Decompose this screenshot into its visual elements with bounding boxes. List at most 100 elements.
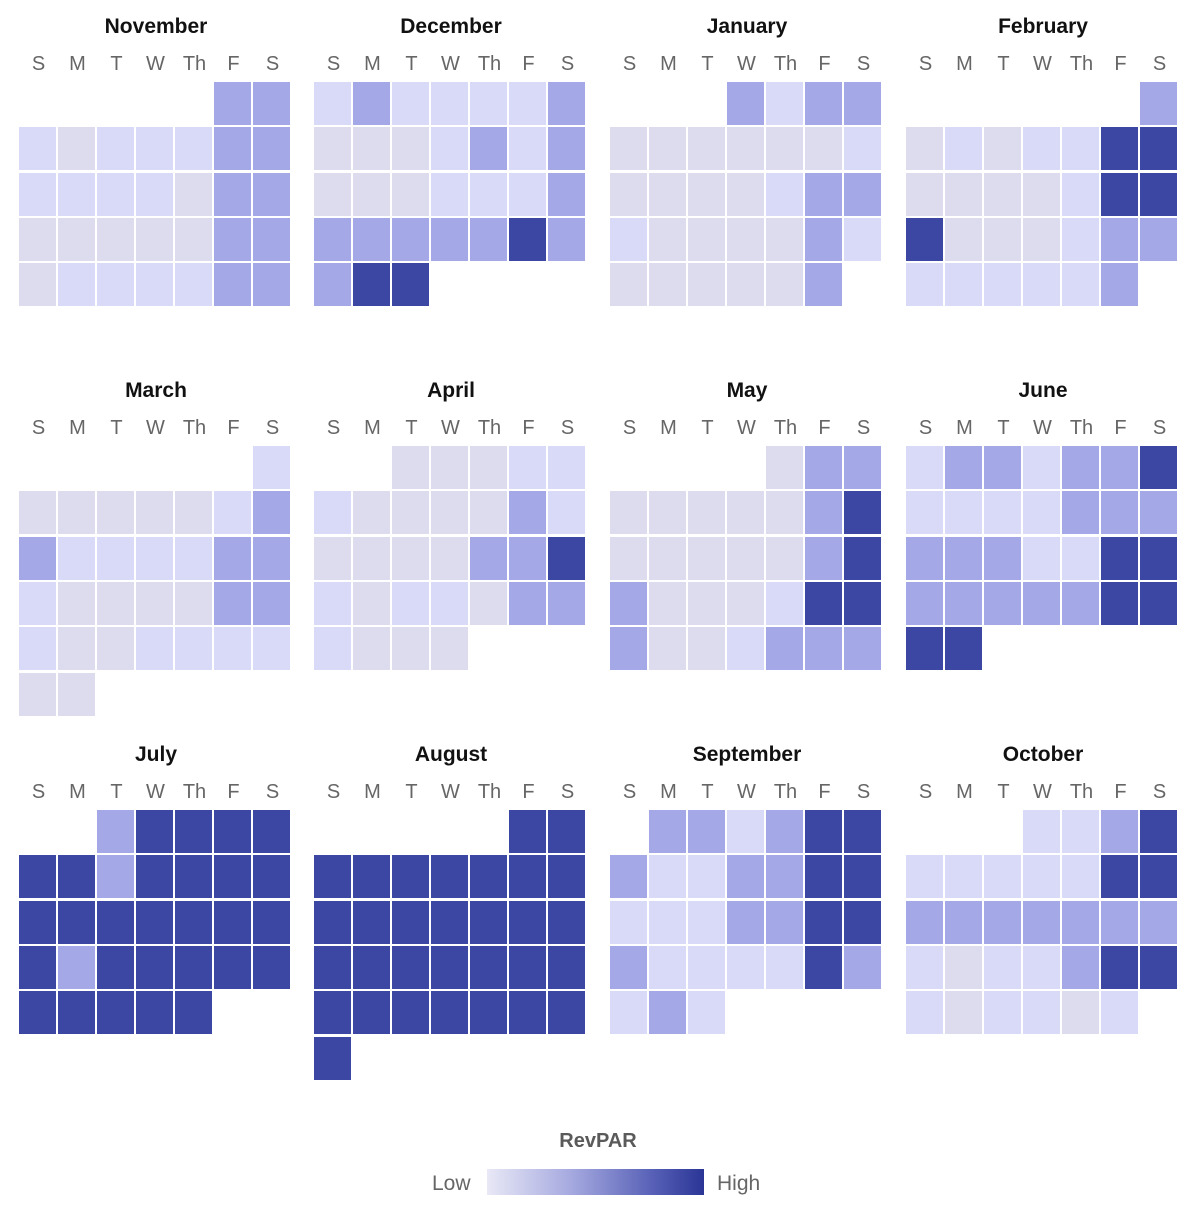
day-cell-december-15 xyxy=(314,172,351,216)
day-cell-june-2 xyxy=(945,446,982,489)
day-cell-april-3 xyxy=(470,446,507,489)
weekday-label: Th xyxy=(477,417,502,439)
day-cell-august-22 xyxy=(509,945,546,989)
day-cell-november-22 xyxy=(214,217,251,261)
weekday-label: S xyxy=(622,417,637,439)
day-cell-october-22 xyxy=(1023,945,1060,989)
day-cell-july-5 xyxy=(253,810,290,853)
day-cell-january-17 xyxy=(805,172,842,216)
day-cell-june-19 xyxy=(1062,536,1099,580)
day-cell-january-18 xyxy=(844,172,881,216)
day-cell-september-9 xyxy=(688,855,725,899)
day-cell-october-10 xyxy=(1101,855,1138,899)
day-cell-september-24 xyxy=(727,945,764,989)
day-cell-january-29 xyxy=(727,263,764,307)
legend-high-label: High xyxy=(717,1172,761,1195)
weekday-label: Th xyxy=(773,53,798,75)
day-cell-november-21 xyxy=(175,217,212,261)
day-cell-july-30 xyxy=(136,991,173,1035)
day-cell-june-22 xyxy=(906,581,943,625)
day-cell-december-31 xyxy=(392,263,429,307)
day-cell-september-12 xyxy=(805,855,842,899)
weekday-label: W xyxy=(441,53,460,75)
day-cell-january-21 xyxy=(688,217,725,261)
month-title: March xyxy=(125,379,187,402)
day-cell-february-10 xyxy=(945,172,982,216)
day-cell-october-8 xyxy=(1023,855,1060,899)
day-cell-april-16 xyxy=(431,536,468,580)
weekday-label: F xyxy=(818,417,831,439)
day-cell-february-20 xyxy=(1062,217,1099,261)
day-cell-march-12 xyxy=(136,536,173,580)
day-cell-march-11 xyxy=(97,536,134,580)
month-january: January S M T W Th F S xyxy=(610,14,884,354)
day-cell-april-11 xyxy=(509,491,546,535)
day-cell-november-9 xyxy=(253,127,290,171)
day-cell-november-17 xyxy=(19,217,56,261)
day-cell-june-8 xyxy=(906,491,943,535)
day-cell-february-3 xyxy=(945,127,982,171)
day-cell-july-3 xyxy=(175,810,212,853)
day-cell-february-11 xyxy=(984,172,1021,216)
month-title: July xyxy=(134,743,178,766)
day-cell-december-18 xyxy=(431,172,468,216)
day-cell-march-16 xyxy=(19,581,56,625)
day-cell-september-19 xyxy=(805,900,842,944)
weekday-label: M xyxy=(69,53,86,75)
day-cell-january-2 xyxy=(766,82,803,125)
day-cell-december-14 xyxy=(548,127,585,171)
day-cell-may-31 xyxy=(844,627,881,671)
day-cell-may-16 xyxy=(805,536,842,580)
day-cell-february-27 xyxy=(1062,263,1099,307)
weekday-label: S xyxy=(622,781,637,803)
day-cell-june-9 xyxy=(945,491,982,535)
month-february: February S M T W Th F S xyxy=(906,14,1180,354)
weekday-label: T xyxy=(701,53,714,75)
day-cell-june-16 xyxy=(945,536,982,580)
month-title: October xyxy=(1002,743,1084,766)
day-cell-august-18 xyxy=(353,945,390,989)
day-cell-february-13 xyxy=(1062,172,1099,216)
day-cell-may-30 xyxy=(805,627,842,671)
month-title: April xyxy=(427,379,475,402)
day-cell-april-26 xyxy=(548,581,585,625)
day-cell-february-15 xyxy=(1140,172,1177,216)
day-cell-march-10 xyxy=(58,536,95,580)
day-cell-october-29 xyxy=(1023,991,1060,1035)
day-cell-september-28 xyxy=(610,991,647,1035)
day-cell-july-12 xyxy=(253,855,290,899)
day-cell-december-27 xyxy=(509,217,546,261)
day-cell-may-8 xyxy=(766,491,803,535)
day-cell-may-23 xyxy=(805,581,842,625)
day-cell-june-5 xyxy=(1062,446,1099,489)
weekday-label: S xyxy=(326,781,341,803)
day-cell-march-17 xyxy=(58,581,95,625)
weekday-label: M xyxy=(69,781,86,803)
weekday-label: F xyxy=(818,53,831,75)
day-cell-april-20 xyxy=(314,581,351,625)
weekday-label: M xyxy=(364,53,381,75)
day-cell-march-25 xyxy=(97,627,134,671)
day-cell-january-20 xyxy=(649,217,686,261)
day-cell-july-25 xyxy=(214,945,251,989)
day-cell-january-8 xyxy=(727,127,764,171)
day-cell-march-23 xyxy=(19,627,56,671)
day-cell-june-1 xyxy=(906,446,943,489)
day-cell-march-20 xyxy=(175,581,212,625)
day-cell-december-26 xyxy=(470,217,507,261)
day-cell-may-26 xyxy=(649,627,686,671)
weekday-label: S xyxy=(31,781,46,803)
weekday-label: M xyxy=(956,781,973,803)
day-cell-august-17 xyxy=(314,945,351,989)
weekday-label: W xyxy=(441,417,460,439)
day-cell-may-21 xyxy=(727,581,764,625)
day-cell-august-24 xyxy=(314,991,351,1035)
day-cell-february-6 xyxy=(1062,127,1099,171)
day-cell-january-23 xyxy=(766,217,803,261)
weekday-label: F xyxy=(522,417,535,439)
day-cell-may-12 xyxy=(649,536,686,580)
day-cell-october-18 xyxy=(1140,900,1177,944)
month-august: August S M T W Th F S xyxy=(314,742,588,1082)
day-cell-may-22 xyxy=(766,581,803,625)
day-cell-may-25 xyxy=(610,627,647,671)
